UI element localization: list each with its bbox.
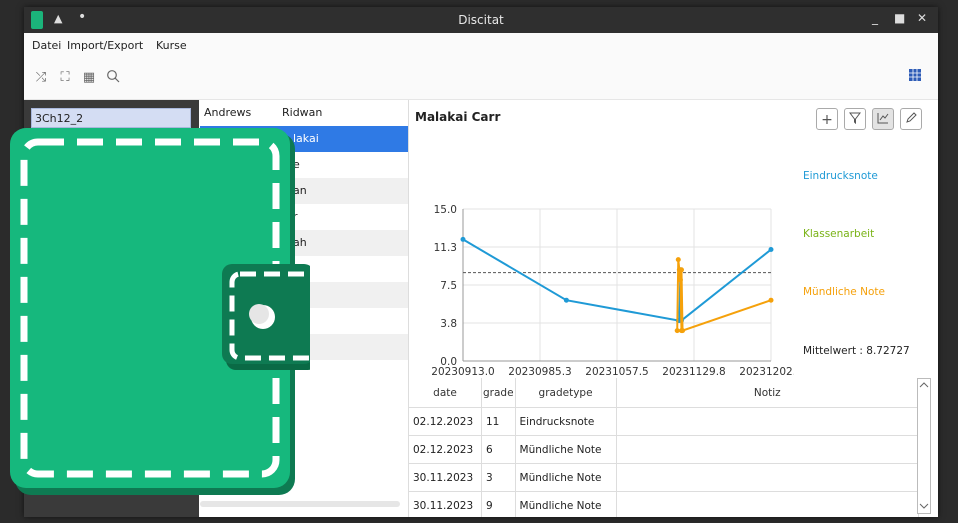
y-tick-label: 7.5 — [440, 280, 457, 292]
y-tick-label: 11.3 — [434, 242, 457, 254]
cell-gradetype: Eindrucksnote — [515, 407, 617, 436]
legend-muendliche-note: Mündliche Note — [803, 286, 885, 298]
student-first: ah — [293, 236, 307, 249]
table-row[interactable]: 30.11.2023 3 Mündliche Note — [409, 463, 920, 492]
cell-gradetype: Mündliche Note — [515, 463, 617, 492]
toolbar: ⤮ ⛶ ▦ — [24, 57, 938, 100]
filter-icon[interactable] — [844, 108, 866, 130]
data-point — [678, 267, 684, 273]
student-row[interactable]: Andrews Ridwan — [200, 100, 408, 126]
window-pin-icon[interactable]: • — [78, 9, 87, 25]
col-header-grade[interactable]: grade — [481, 378, 516, 408]
student-name-heading: Malakai Carr — [415, 110, 501, 124]
legend-eindrucksnote: Eindrucksnote — [803, 170, 878, 182]
cell-date: 02.12.2023 — [409, 407, 482, 436]
cell-date: 30.11.2023 — [409, 491, 482, 517]
menu-import-export[interactable]: Import/Export — [67, 39, 144, 52]
x-tick-label: 20231202.0 — [739, 366, 794, 378]
plus-icon[interactable]: + — [816, 108, 838, 130]
mean-value: Mittelwert : 8.72727 — [803, 345, 910, 357]
cell-notiz[interactable] — [616, 407, 920, 436]
table-row[interactable]: 02.12.2023 11 Eindrucksnote — [409, 407, 920, 436]
grid-icon[interactable] — [906, 69, 924, 87]
grades-table: date grade gradetype Notiz 02.12.2023 11… — [409, 378, 920, 517]
student-first: Ridwan — [282, 106, 323, 119]
cell-notiz[interactable] — [616, 435, 920, 464]
table-row[interactable]: 30.11.2023 9 Mündliche Note — [409, 491, 920, 517]
student-last: Andrews — [204, 106, 252, 119]
cell-gradetype: Mündliche Note — [515, 491, 617, 517]
minimize-icon[interactable]: _ — [872, 11, 878, 25]
data-point — [563, 297, 569, 303]
table-add-icon[interactable]: ▦ — [82, 70, 96, 85]
legend-klassenarbeit: Klassenarbeit — [803, 228, 875, 240]
y-tick-label: 0.0 — [440, 356, 457, 368]
x-tick-label: 20230985.3 — [508, 366, 571, 378]
grade-chart: 0.0 3.8 7.5 11.3 15.0 20230913.0 20230985.3 202… — [431, 204, 794, 378]
cell-grade: 3 — [481, 463, 516, 492]
y-tick-label: 3.8 — [440, 318, 457, 330]
app-icon — [31, 11, 43, 29]
maximize-icon[interactable]: ■ — [894, 11, 906, 25]
window-menu-icon[interactable]: ▲ — [54, 12, 63, 25]
student-first: e — [293, 158, 300, 171]
col-header-date[interactable]: date — [409, 378, 482, 408]
x-tick-label: 20231057.5 — [585, 366, 648, 378]
scroll-down-icon[interactable] — [918, 500, 930, 512]
cell-gradetype: Mündliche Note — [515, 435, 617, 464]
student-first: r — [293, 210, 298, 223]
x-tick-label: 20230913.0 — [431, 366, 494, 378]
window-title: Discitat — [458, 13, 504, 27]
cell-date: 30.11.2023 — [409, 463, 482, 492]
close-icon[interactable]: ✕ — [917, 11, 928, 25]
col-header-gradetype[interactable]: gradetype — [515, 378, 617, 408]
x-tick-label: 20231129.8 — [662, 366, 725, 378]
student-list-scrollbar[interactable] — [200, 501, 400, 507]
title-bar: ▲ • Discitat _ ■ ✕ — [24, 7, 938, 33]
course-item[interactable]: 3Ch12_2 — [31, 108, 191, 128]
col-header-notiz[interactable]: Notiz — [616, 378, 920, 408]
student-first: an — [293, 184, 307, 197]
cell-notiz[interactable] — [616, 491, 920, 517]
data-point — [768, 247, 774, 253]
data-point — [675, 257, 681, 263]
y-tick-label: 15.0 — [434, 204, 457, 216]
menu-kurse[interactable]: Kurse — [156, 39, 187, 52]
student-row[interactable]: r — [200, 204, 408, 230]
student-row[interactable]: e — [200, 152, 408, 178]
data-point — [677, 277, 683, 283]
cell-grade: 11 — [481, 407, 516, 436]
data-point — [768, 297, 774, 303]
data-point — [674, 328, 680, 334]
data-point — [680, 328, 686, 334]
scroll-up-icon[interactable] — [918, 379, 930, 391]
cell-notiz[interactable] — [616, 463, 920, 492]
chart-icon[interactable] — [872, 108, 894, 130]
series-line — [676, 259, 772, 332]
search-icon[interactable] — [104, 69, 122, 87]
menu-bar: Datei Import/Export Kurse — [24, 33, 938, 57]
table-row[interactable]: 02.12.2023 6 Mündliche Note — [409, 435, 920, 464]
table-scrollbar[interactable] — [917, 378, 931, 514]
group-icon[interactable]: ⛶ — [60, 70, 70, 85]
cell-grade: 6 — [481, 435, 516, 464]
wallet-icon — [10, 128, 310, 495]
edit-icon[interactable] — [900, 108, 922, 130]
cell-grade: 9 — [481, 491, 516, 517]
cell-date: 02.12.2023 — [409, 435, 482, 464]
student-first: lakai — [293, 132, 319, 145]
menu-datei[interactable]: Datei — [32, 39, 62, 52]
data-point — [460, 236, 466, 242]
shuffle-icon[interactable]: ⤮ — [35, 70, 47, 85]
detail-panel: Malakai Carr + 0.0 3.8 7.5 11.3 15.0 20230913… — [409, 100, 938, 517]
